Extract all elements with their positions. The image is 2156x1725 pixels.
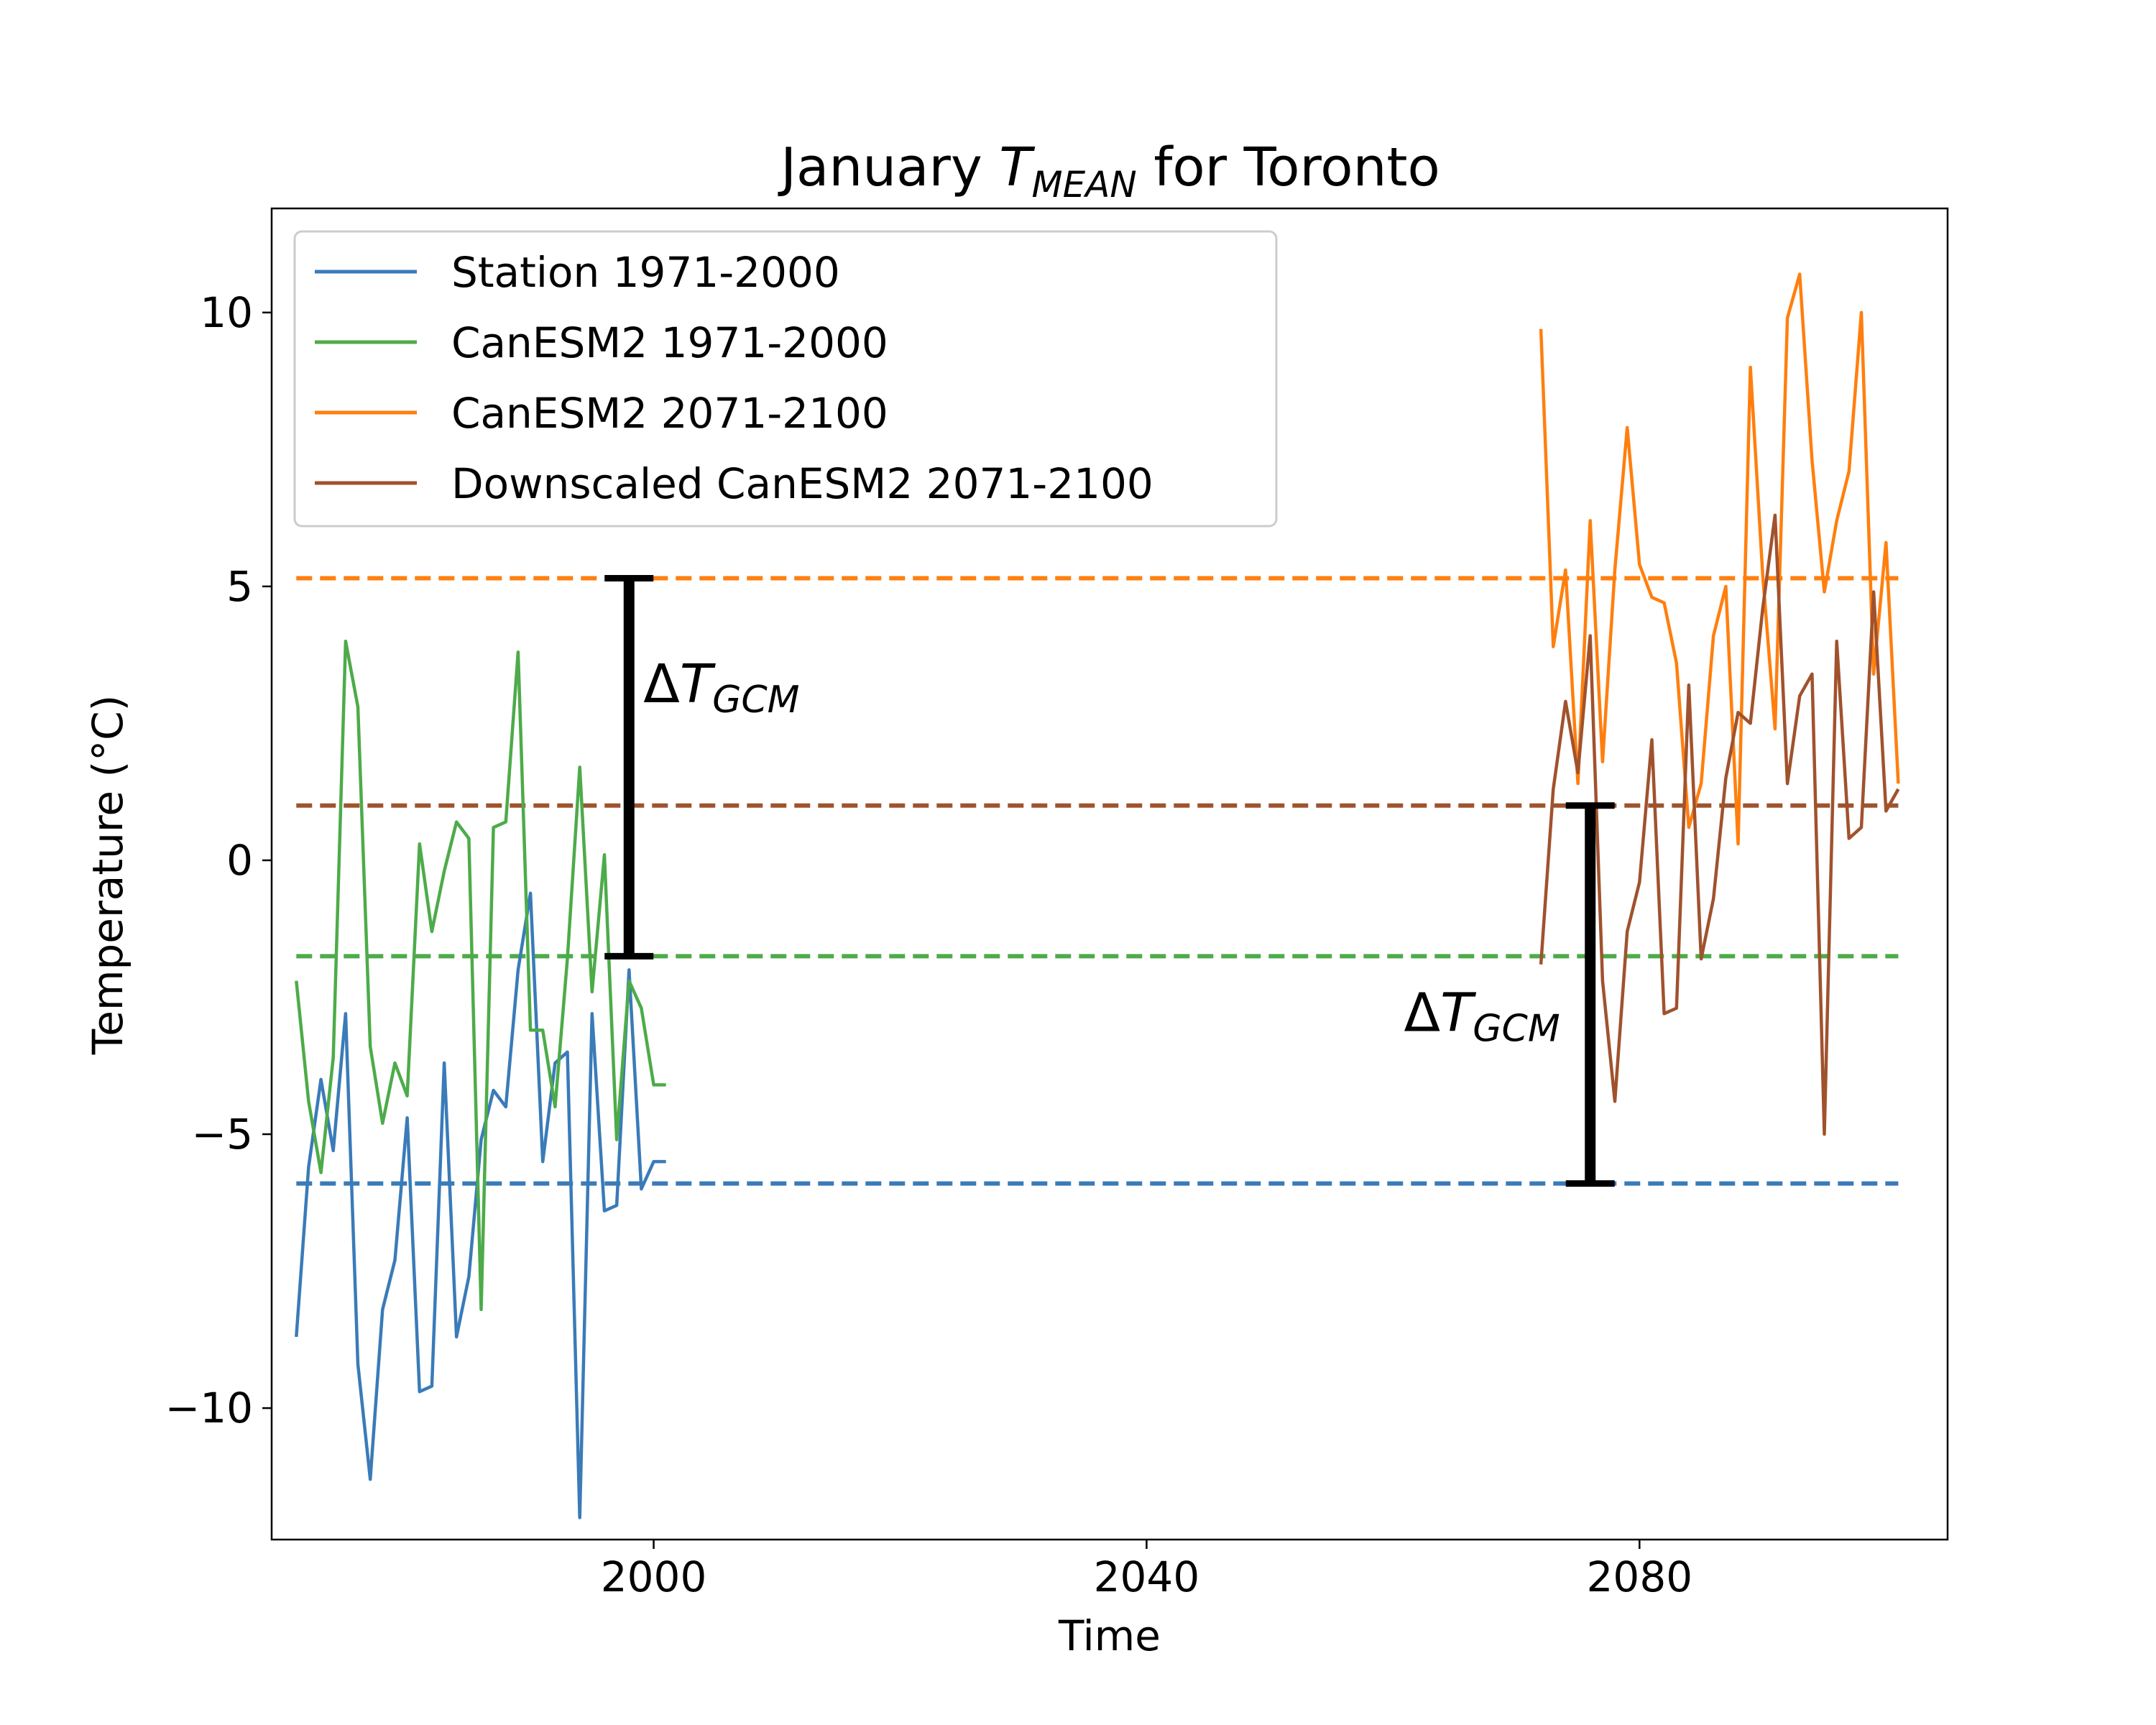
legend-label: Station 1971-2000 <box>451 248 840 297</box>
y-tick-label: −10 <box>165 1384 253 1432</box>
series-line-canesm2-2071-2100 <box>1539 272 1900 846</box>
chart-title: January TMEAN for Toronto <box>778 137 1440 206</box>
y-tick-label: 10 <box>200 288 253 337</box>
delta-label: ΔTGCM <box>1404 982 1560 1050</box>
series-line-canesm2-1971-2000 <box>295 639 666 1312</box>
plot-area: ΔTGCM ΔTGCM <box>270 207 1949 1541</box>
series-lines <box>295 272 1900 1519</box>
y-tick-label: 5 <box>226 562 253 611</box>
delta-annotation-1: ΔTGCM <box>604 574 800 960</box>
svg-text:January TMEAN for Toronto: January TMEAN for Toronto <box>778 137 1440 206</box>
y-axis-label: Temperature (°C) <box>83 695 132 1056</box>
y-tick-label: 0 <box>226 836 253 885</box>
delta-annotations: ΔTGCM ΔTGCM <box>604 574 1615 1187</box>
y-axis: −10 −5 0 5 10 <box>165 288 272 1432</box>
y-tick-label: −5 <box>192 1110 254 1159</box>
legend-label: CanESM2 2071-2100 <box>451 389 888 438</box>
reference-lines <box>296 576 1899 1186</box>
delta-annotation-2: ΔTGCM <box>1404 802 1615 1187</box>
x-axis-label: Time <box>1058 1611 1161 1660</box>
legend-item-station-1971-2000: Station 1971-2000 <box>315 248 840 297</box>
x-axis: 2000 2040 2080 <box>601 1540 1692 1601</box>
title-prefix: January <box>778 137 999 198</box>
legend-label: CanESM2 1971-2000 <box>451 318 888 367</box>
delta-label: ΔTGCM <box>643 653 799 722</box>
legend: Station 1971-2000 CanESM2 1971-2000 CanESM… <box>293 230 1278 528</box>
title-symbol: T <box>999 137 1036 198</box>
legend-item-canesm2-2071-2100: CanESM2 2071-2100 <box>315 389 888 438</box>
x-tick-label: 2000 <box>601 1552 707 1601</box>
legend-item-canesm2-1971-2000: CanESM2 1971-2000 <box>315 318 888 367</box>
legend-label: Downscaled CanESM2 2071-2100 <box>451 459 1153 508</box>
series-line-station-1971-2000 <box>295 891 666 1519</box>
x-tick-label: 2040 <box>1094 1552 1200 1601</box>
legend-item-downscaled-canesm2-2071-2100: Downscaled CanESM2 2071-2100 <box>315 459 1153 508</box>
plot-frame <box>270 207 1949 1541</box>
title-suffix: for Toronto <box>1137 137 1440 198</box>
title-subscript: MEAN <box>1031 164 1136 206</box>
legend-box <box>293 230 1278 528</box>
series-line-downscaled-canesm2-2071-2100 <box>1539 513 1900 1136</box>
x-tick-label: 2080 <box>1587 1552 1693 1601</box>
